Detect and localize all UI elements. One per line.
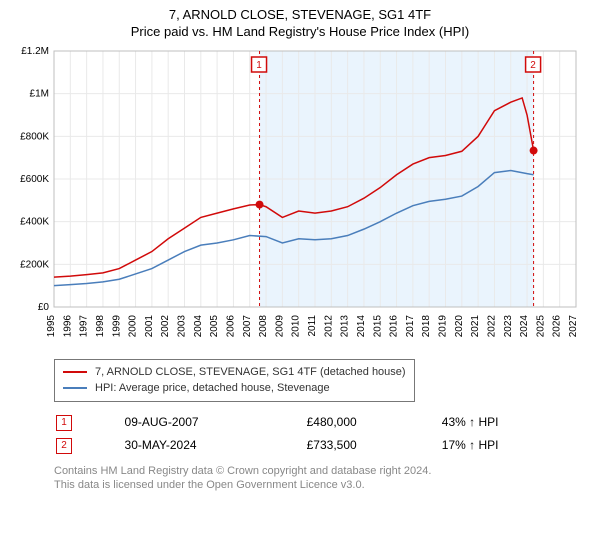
svg-text:2000: 2000 [128,314,139,337]
svg-text:2006: 2006 [225,314,236,337]
svg-text:2021: 2021 [470,314,481,337]
legend-item-prop: 7, ARNOLD CLOSE, STEVENAGE, SG1 4TF (det… [63,364,406,381]
sale-delta: 43% ↑ HPI [442,412,588,433]
svg-text:2023: 2023 [503,314,514,337]
svg-text:2025: 2025 [535,314,546,337]
sale-price: £733,500 [307,435,440,456]
svg-text:2001: 2001 [144,314,155,337]
table-row: 2 30-MAY-2024£733,50017% ↑ HPI [56,435,588,456]
svg-text:2018: 2018 [421,314,432,337]
legend-label-prop: 7, ARNOLD CLOSE, STEVENAGE, SG1 4TF (det… [95,364,406,381]
svg-text:2014: 2014 [356,314,367,337]
svg-text:2017: 2017 [405,314,416,337]
svg-text:2009: 2009 [274,314,285,337]
svg-text:1997: 1997 [79,314,90,337]
sale-price: £480,000 [307,412,440,433]
svg-text:2004: 2004 [193,314,204,337]
svg-text:2022: 2022 [486,314,497,337]
svg-text:1: 1 [256,60,262,71]
svg-text:2007: 2007 [242,314,253,337]
svg-text:2003: 2003 [177,314,188,337]
svg-text:£800K: £800K [20,131,49,142]
price-chart: £0 £200K £400K £600K £800K £1M £1.2M 1995 1996 19… [10,43,590,353]
sale-delta: 17% ↑ HPI [442,435,588,456]
license-text: Contains HM Land Registry data © Crown c… [54,464,590,494]
svg-text:2012: 2012 [323,314,334,337]
legend-swatch-prop [63,371,87,373]
svg-text:2002: 2002 [160,314,171,337]
svg-text:2020: 2020 [454,314,465,337]
svg-text:£200K: £200K [20,259,49,270]
svg-text:2019: 2019 [438,314,449,337]
svg-text:2010: 2010 [291,314,302,337]
svg-text:1998: 1998 [95,314,106,337]
svg-text:£1M: £1M [30,88,49,99]
legend-swatch-hpi [63,387,87,389]
marker-badge: 1 [56,415,72,431]
marker-badge: 2 [56,438,72,454]
page-title: 7, ARNOLD CLOSE, STEVENAGE, SG1 4TF [10,6,590,24]
svg-text:1995: 1995 [46,314,57,337]
svg-text:2015: 2015 [372,314,383,337]
svg-text:1999: 1999 [111,314,122,337]
svg-text:2: 2 [530,60,536,71]
page-subtitle: Price paid vs. HM Land Registry's House … [10,24,590,39]
license-line-1: Contains HM Land Registry data © Crown c… [54,464,590,479]
svg-text:£600K: £600K [20,174,49,185]
table-row: 1 09-AUG-2007£480,00043% ↑ HPI [56,412,588,433]
svg-text:2027: 2027 [568,314,579,337]
sale-date: 09-AUG-2007 [125,412,305,433]
legend-label-hpi: HPI: Average price, detached house, Stev… [95,380,330,397]
svg-text:£0: £0 [38,302,50,313]
sale-date: 30-MAY-2024 [125,435,305,456]
svg-text:2016: 2016 [389,314,400,337]
legend: 7, ARNOLD CLOSE, STEVENAGE, SG1 4TF (det… [54,359,415,402]
svg-text:2013: 2013 [340,314,351,337]
root: 7, ARNOLD CLOSE, STEVENAGE, SG1 4TF Pric… [0,0,600,560]
sale-table: 1 09-AUG-2007£480,00043% ↑ HPI 2 30-MAY-202… [54,410,590,458]
svg-text:2026: 2026 [552,314,563,337]
legend-item-hpi: HPI: Average price, detached house, Stev… [63,380,406,397]
svg-text:2024: 2024 [519,314,530,337]
license-line-2: This data is licensed under the Open Gov… [54,478,590,493]
svg-text:2005: 2005 [209,314,220,337]
svg-text:2011: 2011 [307,314,318,336]
svg-text:1996: 1996 [62,314,73,337]
svg-text:£400K: £400K [20,216,49,227]
svg-text:2008: 2008 [258,314,269,337]
svg-text:£1.2M: £1.2M [21,46,49,57]
